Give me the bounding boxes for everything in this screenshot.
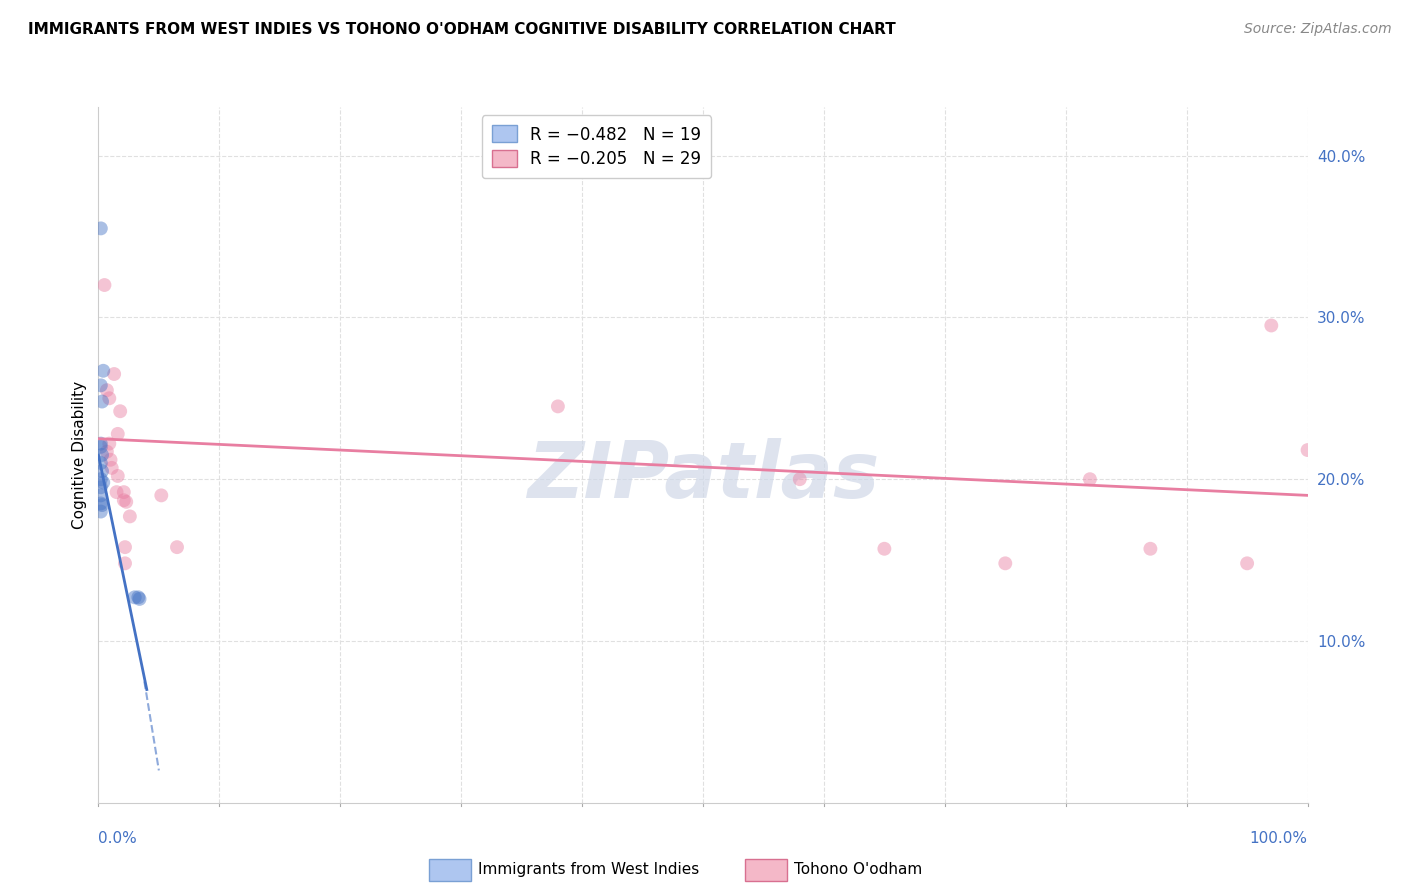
Point: [98, 436, 121, 450]
Point: [90, 456, 112, 470]
Point: [1139, 541, 1161, 556]
Point: [90, 480, 112, 494]
Point: [90, 472, 112, 486]
Point: [96, 383, 118, 397]
Text: ZIPatlas: ZIPatlas: [527, 438, 879, 514]
Point: [114, 540, 136, 554]
Point: [91, 448, 114, 462]
Text: Immigrants from West Indies: Immigrants from West Indies: [478, 863, 699, 877]
Y-axis label: Cognitive Disability: Cognitive Disability: [72, 381, 87, 529]
Point: [1078, 472, 1101, 486]
Legend: R = −0.482   N = 19, R = −0.205   N = 29: R = −0.482 N = 19, R = −0.205 N = 29: [482, 115, 711, 178]
Text: Source: ZipAtlas.com: Source: ZipAtlas.com: [1244, 22, 1392, 37]
Point: [994, 557, 1017, 571]
Point: [103, 367, 125, 381]
Point: [90, 221, 112, 235]
Point: [166, 540, 188, 554]
Text: IMMIGRANTS FROM WEST INDIES VS TOHONO O'ODHAM COGNITIVE DISABILITY CORRELATION C: IMMIGRANTS FROM WEST INDIES VS TOHONO O'…: [28, 22, 896, 37]
Point: [118, 509, 141, 524]
Point: [98, 392, 121, 406]
Point: [90, 496, 112, 510]
Point: [90, 436, 112, 450]
Point: [107, 426, 129, 441]
Point: [114, 557, 136, 571]
Point: [96, 444, 118, 458]
Point: [91, 475, 114, 490]
Point: [1296, 443, 1319, 458]
Point: [112, 493, 135, 508]
Point: [100, 461, 122, 475]
Point: [1236, 557, 1258, 571]
Point: [124, 591, 146, 605]
Point: [1260, 318, 1282, 333]
Point: [115, 495, 138, 509]
Text: 0.0%: 0.0%: [98, 830, 138, 846]
Point: [873, 541, 896, 556]
Point: [108, 404, 131, 418]
Point: [90, 488, 112, 502]
Point: [112, 485, 135, 500]
Point: [91, 364, 114, 378]
Point: [128, 591, 150, 606]
Point: [93, 278, 115, 293]
Point: [100, 452, 122, 467]
Point: [107, 469, 129, 483]
Text: 100.0%: 100.0%: [1250, 830, 1308, 846]
Point: [789, 472, 811, 486]
Point: [547, 400, 569, 414]
Point: [90, 504, 112, 518]
Point: [91, 498, 114, 512]
Point: [91, 464, 114, 478]
Point: [91, 394, 114, 409]
Text: Tohono O'odham: Tohono O'odham: [794, 863, 922, 877]
Point: [90, 378, 112, 392]
Point: [90, 440, 112, 454]
Point: [105, 485, 128, 500]
Point: [127, 591, 149, 605]
Point: [150, 488, 173, 502]
